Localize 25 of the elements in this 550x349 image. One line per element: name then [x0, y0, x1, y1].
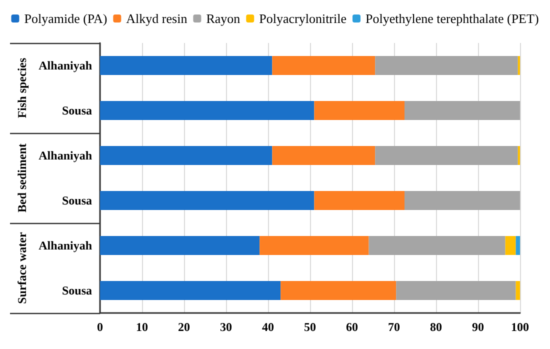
x-tick-label: 100 — [511, 320, 529, 334]
text: Surface water — [15, 232, 29, 304]
legend-label: Polyamide (PA) — [24, 11, 108, 26]
x-tick-label: 90 — [472, 320, 484, 334]
x-tick-label: 70 — [388, 320, 400, 334]
x-tick-label: 0 — [97, 320, 103, 334]
legend-label: Alkyd resin — [126, 11, 188, 26]
legend-label: Polyacrylonitrile — [259, 11, 347, 26]
y-tick-label: Sousa — [62, 284, 92, 298]
x-tick-label: 20 — [178, 320, 190, 334]
y-tick-label: Alhaniyah — [38, 148, 92, 162]
x-tick-label: 60 — [346, 320, 358, 334]
x-tick-label: 40 — [262, 320, 274, 334]
y-tick-label: Sousa — [62, 194, 92, 208]
y-tick-label: Alhaniyah — [38, 58, 92, 72]
legend-label: Polyethylene terephthalate (PET) — [366, 11, 539, 26]
x-tick-label: 10 — [136, 320, 148, 334]
text: Bed sediment — [15, 143, 29, 212]
legend-label: Rayon — [206, 11, 241, 26]
x-tick-label: 30 — [220, 320, 232, 334]
x-tick-label: 50 — [304, 320, 316, 334]
text: Fish species — [15, 58, 29, 118]
y-tick-label: Alhaniyah — [38, 238, 92, 252]
x-tick-label: 80 — [430, 320, 442, 334]
y-tick-label: Sousa — [62, 104, 92, 118]
